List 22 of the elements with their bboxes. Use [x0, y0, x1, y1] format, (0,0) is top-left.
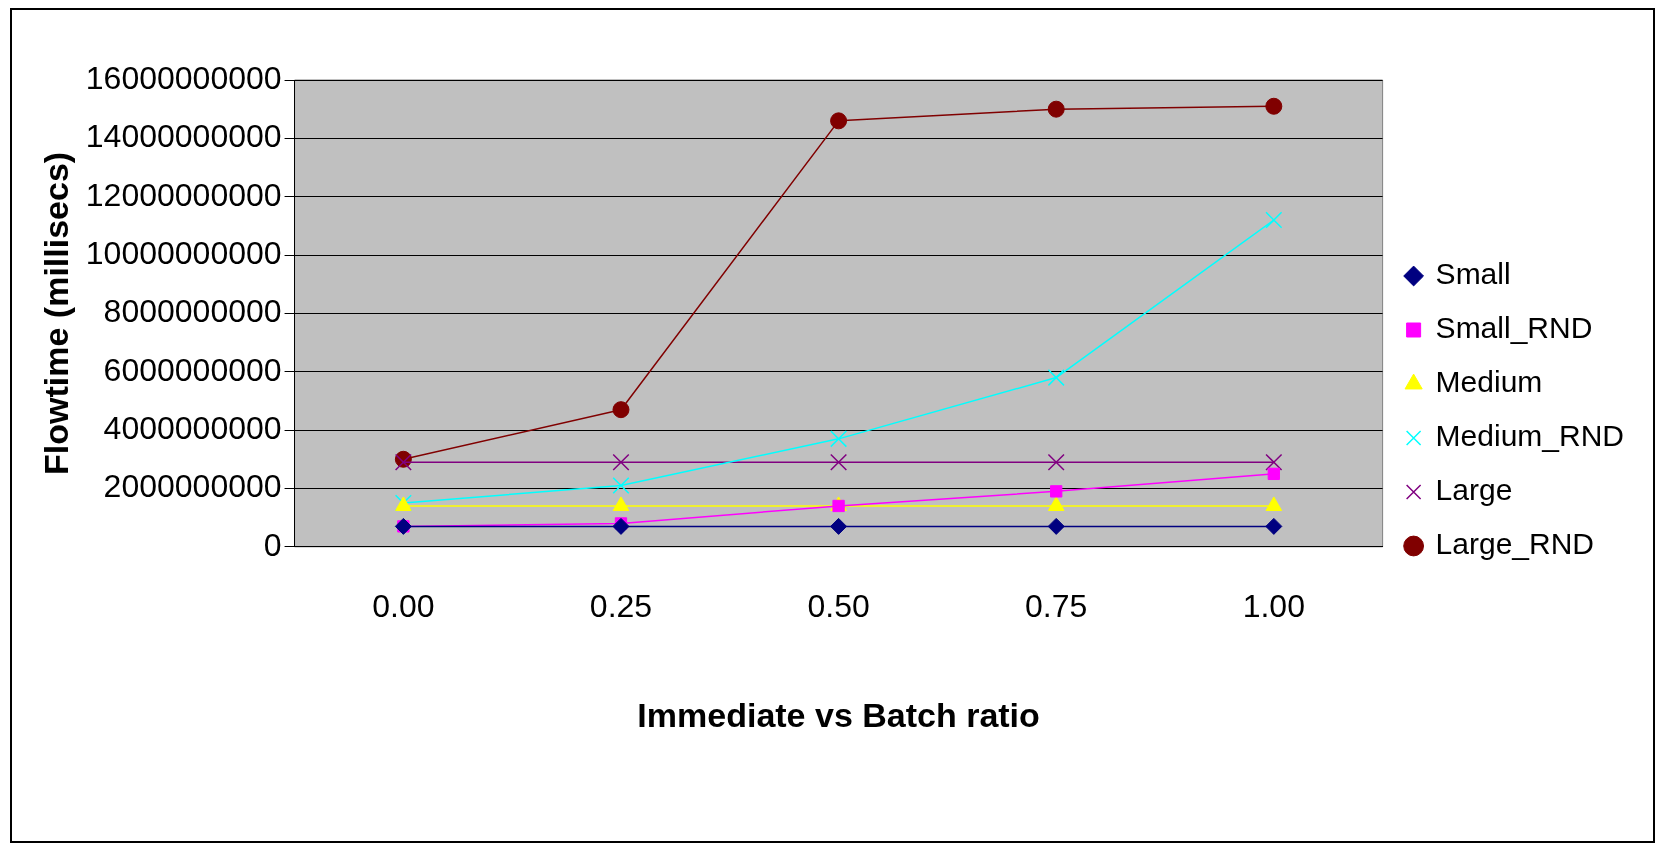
- y-tick-label: 8000000000: [103, 293, 282, 330]
- y-tick-label: 14000000000: [85, 118, 282, 155]
- y-tick-label: 4000000000: [103, 409, 282, 446]
- x-tick-label: 0.25: [589, 587, 653, 624]
- x-tick-label: 0.75: [1025, 587, 1088, 624]
- y-tick-label: 6000000000: [103, 351, 282, 388]
- legend-label: Large: [1435, 473, 1513, 507]
- legend-label: Small_RND: [1435, 311, 1593, 345]
- y-tick-label: 12000000000: [85, 176, 282, 213]
- legend-label: Medium: [1435, 365, 1543, 399]
- legend-label: Medium_RND: [1435, 419, 1625, 453]
- legend-label: Large_RND: [1435, 527, 1595, 561]
- y-tick-label: 16000000000: [85, 59, 282, 96]
- x-tick-label: 0.00: [372, 587, 435, 624]
- legend-label: Small: [1435, 257, 1511, 291]
- y-tick-label: 0: [263, 526, 282, 563]
- y-axis-title: Flowtime (millisecs): [36, 151, 75, 475]
- x-axis-title: Immediate vs Batch ratio: [637, 695, 1040, 734]
- x-tick-label: 0.50: [807, 587, 870, 624]
- y-tick-label: 2000000000: [103, 468, 282, 505]
- x-tick-label: 1.00: [1242, 587, 1305, 624]
- y-tick-label: 10000000000: [85, 234, 282, 271]
